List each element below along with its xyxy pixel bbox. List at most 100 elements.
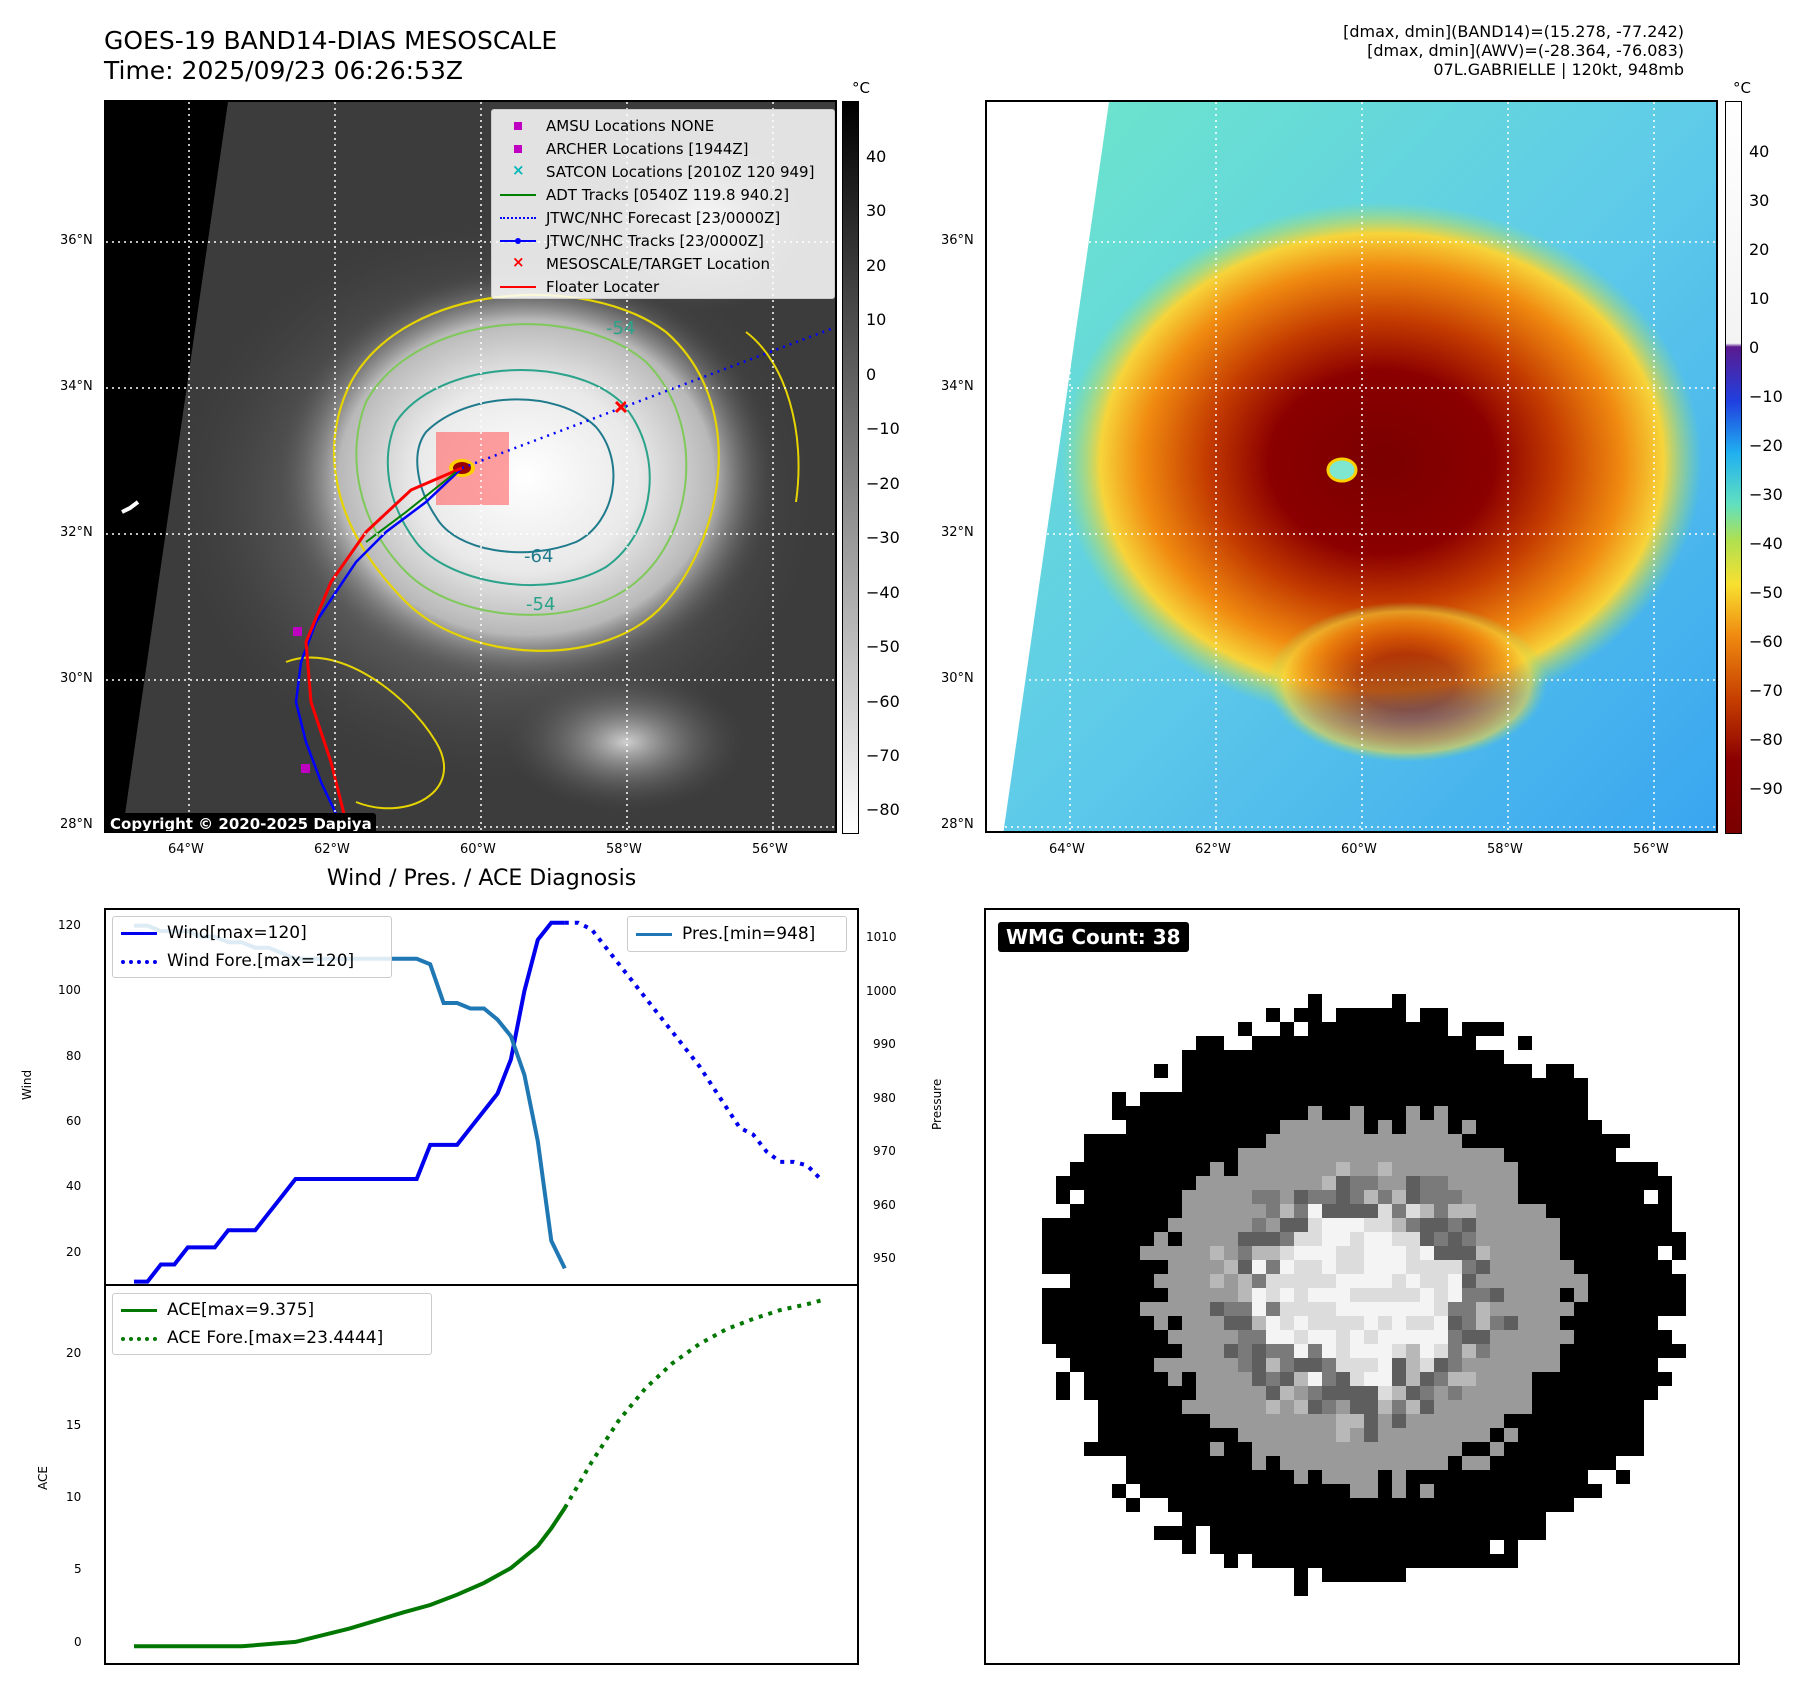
wmg-pixel (1420, 1344, 1434, 1358)
wmg-pixel (1546, 1484, 1560, 1498)
wmg-pixel (1224, 1428, 1238, 1442)
wmg-pixel (1392, 1022, 1406, 1036)
wmg-pixel (1322, 1358, 1336, 1372)
wmg-pixel (1490, 1358, 1504, 1372)
wmg-pixel (1616, 1190, 1630, 1204)
wmg-pixel (1350, 1386, 1364, 1400)
wmg-pixel (1154, 1372, 1168, 1386)
wmg-pixel (1308, 1050, 1322, 1064)
wmg-pixel (1658, 1218, 1672, 1232)
wmg-pixel (1574, 1148, 1588, 1162)
wmg-pixel (1238, 1064, 1252, 1078)
wmg-pixel (1644, 1246, 1658, 1260)
wmg-pixel (1448, 1428, 1462, 1442)
wmg-pixel (1504, 1526, 1518, 1540)
wmg-pixel (1070, 1330, 1084, 1344)
wmg-pixel (1616, 1414, 1630, 1428)
wmg-pixel (1126, 1428, 1140, 1442)
wmg-pixel (1546, 1358, 1560, 1372)
wmg-pixel (1532, 1218, 1546, 1232)
wmg-pixel (1280, 1274, 1294, 1288)
wmg-pixel (1434, 1274, 1448, 1288)
wmg-pixel (1224, 1512, 1238, 1526)
wmg-pixel (1392, 1358, 1406, 1372)
ace-ylabel: ACE (36, 1466, 50, 1490)
wmg-pixel (1364, 1022, 1378, 1036)
wmg-pixel (1350, 1400, 1364, 1414)
wmg-pixel (1266, 1008, 1280, 1022)
wmg-pixel (1126, 1232, 1140, 1246)
wmg-pixel (1098, 1218, 1112, 1232)
wmg-pixel (1168, 1246, 1182, 1260)
wmg-pixel (1266, 1190, 1280, 1204)
wmg-pixel (1238, 1484, 1252, 1498)
wind-series-layer (134, 920, 822, 1284)
wmg-pixel (1322, 1288, 1336, 1302)
wmg-pixel (1658, 1204, 1672, 1218)
wmg-pixel (1518, 1148, 1532, 1162)
wmg-pixel (1322, 1148, 1336, 1162)
wmg-pixel (1406, 1036, 1420, 1050)
awv-map-svg (987, 102, 1716, 831)
wmg-pixel (1252, 1442, 1266, 1456)
wmg-pixel (1616, 1316, 1630, 1330)
wmg-pixel (1322, 1386, 1336, 1400)
wmg-pixel (1224, 1176, 1238, 1190)
wmg-pixel (1560, 1120, 1574, 1134)
wmg-pixel (1588, 1344, 1602, 1358)
wmg-pixel (1630, 1246, 1644, 1260)
wmg-pixel (1252, 1190, 1266, 1204)
wmg-pixel (1462, 1414, 1476, 1428)
wmg-pixel (1252, 1176, 1266, 1190)
wmg-pixel (1350, 1414, 1364, 1428)
wmg-pixel (1476, 1540, 1490, 1554)
wmg-pixel (1168, 1288, 1182, 1302)
wmg-pixel (1294, 1484, 1308, 1498)
wmg-pixel (1616, 1330, 1630, 1344)
wmg-pixel (1490, 1442, 1504, 1456)
wmg-pixel (1336, 1078, 1350, 1092)
wmg-pixel (1532, 1484, 1546, 1498)
wmg-pixel (1560, 1302, 1574, 1316)
wmg-pixel (1644, 1302, 1658, 1316)
wmg-pixel (1224, 1554, 1238, 1568)
wmg-pixel (1224, 1470, 1238, 1484)
wmg-pixel (1448, 1260, 1462, 1274)
wmg-pixel (1238, 1526, 1252, 1540)
wmg-pixel (1490, 1078, 1504, 1092)
wmg-pixel (1042, 1246, 1056, 1260)
legend-ace-fore: ACE Fore.[max=23.4444] (121, 1324, 423, 1352)
wmg-pixel (1630, 1386, 1644, 1400)
wmg-pixel (1182, 1386, 1196, 1400)
wmg-pixel (1462, 1092, 1476, 1106)
wmg-pixel (1378, 1078, 1392, 1092)
wmg-pixel (1280, 1092, 1294, 1106)
wmg-pixel (1294, 1120, 1308, 1134)
wmg-pixel (1504, 1484, 1518, 1498)
wmg-pixel (1462, 1372, 1476, 1386)
wmg-pixel (1042, 1232, 1056, 1246)
wmg-pixel (1154, 1134, 1168, 1148)
wmg-pixel (1490, 1498, 1504, 1512)
wmg-pixel (1588, 1456, 1602, 1470)
wmg-pixel (1196, 1386, 1210, 1400)
wmg-pixel (1364, 1540, 1378, 1554)
wmg-pixel (1518, 1274, 1532, 1288)
wmg-pixel (1322, 1428, 1336, 1442)
wmg-pixel (1560, 1092, 1574, 1106)
wmg-pixel (1210, 1232, 1224, 1246)
wmg-pixel (1308, 1400, 1322, 1414)
wmg-pixel (1140, 1092, 1154, 1106)
wmg-pixel (1504, 1400, 1518, 1414)
wmg-pixel (1392, 1526, 1406, 1540)
wmg-pixel (1560, 1414, 1574, 1428)
wmg-pixel (1378, 1204, 1392, 1218)
wmg-pixel (1252, 1274, 1266, 1288)
wmg-pixel (1560, 1260, 1574, 1274)
wmg-pixel (1448, 1456, 1462, 1470)
wmg-pixel (1350, 1064, 1364, 1078)
wmg-pixel (1392, 1246, 1406, 1260)
wmg-pixel (1574, 1260, 1588, 1274)
wmg-pixel (1266, 1302, 1280, 1316)
wmg-pixel (1224, 1302, 1238, 1316)
